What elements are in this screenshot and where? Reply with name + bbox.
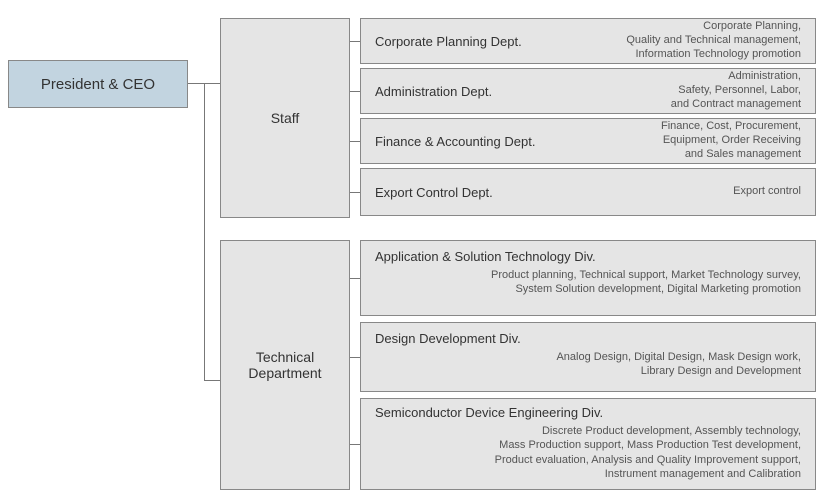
- dept-export-control: Export Control Dept. Export control: [360, 168, 816, 216]
- staff-label: Staff: [271, 110, 300, 126]
- div-desc: Discrete Product development, Assembly t…: [375, 420, 801, 481]
- dept-title: Export Control Dept.: [375, 185, 493, 200]
- connector-line: [350, 357, 360, 358]
- connector-line: [350, 192, 360, 193]
- div-title: Semiconductor Device Engineering Div.: [375, 405, 801, 420]
- dept-corporate-planning: Corporate Planning Dept. Corporate Plann…: [360, 18, 816, 64]
- dept-title: Administration Dept.: [375, 84, 492, 99]
- ceo-box: President & CEO: [8, 60, 188, 108]
- div-title: Application & Solution Technology Div.: [375, 249, 801, 264]
- dept-title: Corporate Planning Dept.: [375, 34, 522, 49]
- connector-line: [350, 141, 360, 142]
- div-semiconductor-device: Semiconductor Device Engineering Div. Di…: [360, 398, 816, 490]
- dept-administration: Administration Dept. Administration, Saf…: [360, 68, 816, 114]
- div-title: Design Development Div.: [375, 331, 801, 346]
- dept-desc: Administration, Safety, Personnel, Labor…: [502, 70, 801, 111]
- connector-line: [350, 444, 360, 445]
- staff-box: Staff: [220, 18, 350, 218]
- div-desc: Product planning, Technical support, Mar…: [375, 264, 801, 297]
- tech-dept-label: Technical Department: [248, 349, 321, 381]
- connector-line: [204, 380, 220, 381]
- div-desc: Analog Design, Digital Design, Mask Desi…: [375, 346, 801, 379]
- dept-finance-accounting: Finance & Accounting Dept. Finance, Cost…: [360, 118, 816, 164]
- div-application-solution: Application & Solution Technology Div. P…: [360, 240, 816, 316]
- connector-line: [350, 41, 360, 42]
- dept-title: Finance & Accounting Dept.: [375, 134, 535, 149]
- dept-desc: Export control: [503, 185, 801, 199]
- div-design-development: Design Development Div. Analog Design, D…: [360, 322, 816, 392]
- dept-desc: Finance, Cost, Procurement, Equipment, O…: [545, 120, 801, 161]
- connector-line: [350, 91, 360, 92]
- tech-dept-box: Technical Department: [220, 240, 350, 490]
- dept-desc: Corporate Planning, Quality and Technica…: [532, 20, 801, 61]
- ceo-label: President & CEO: [41, 76, 155, 93]
- connector-line: [350, 278, 360, 279]
- connector-line: [204, 83, 205, 380]
